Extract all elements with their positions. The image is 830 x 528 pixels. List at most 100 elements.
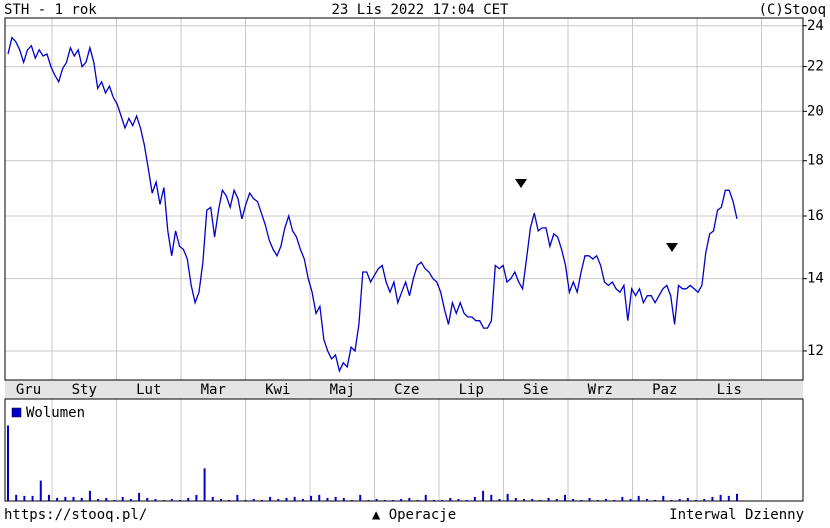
footer-operations: ▲ Operacje [372, 507, 456, 523]
price-frame [4, 17, 804, 381]
volume-bar [277, 498, 280, 501]
volume-bar [703, 498, 706, 501]
volume-bar [711, 496, 714, 501]
volume-bar [490, 494, 493, 501]
volume-bar [457, 498, 460, 501]
volume-bar [662, 495, 665, 501]
volume-bar [719, 494, 722, 501]
footer-url[interactable]: https://stooq.pl/ [4, 507, 147, 523]
volume-bar [367, 499, 370, 501]
volume-bar [97, 498, 100, 501]
volume-bar [695, 499, 698, 501]
volume-bar [654, 499, 657, 501]
y-tick-label: 12 [807, 343, 824, 359]
volume-bar [604, 498, 607, 501]
volume-bar [523, 498, 526, 501]
volume-bar [391, 499, 394, 501]
price-line [7, 36, 738, 373]
volume-bar [351, 499, 354, 501]
volume-bar [645, 498, 648, 501]
volume-bar [555, 498, 558, 501]
volume-bar [531, 498, 534, 501]
volume-bar [572, 498, 575, 501]
volume-bar [203, 468, 206, 501]
volume-bar [539, 499, 542, 501]
volume-bar [580, 499, 583, 501]
y-tick-label: 24 [807, 18, 824, 34]
volume-bar [727, 495, 730, 501]
volume-bar [686, 497, 689, 501]
volume-bar [318, 494, 321, 501]
volume-bar [310, 495, 313, 501]
operation-marker [515, 179, 527, 188]
volume-bar [146, 497, 149, 501]
volume-bar [383, 499, 386, 501]
volume-bar [596, 499, 599, 501]
x-tick-label: Cze [394, 382, 419, 398]
volume-bar [179, 499, 182, 501]
x-tick-label: Sty [72, 382, 97, 398]
volume-bar [252, 498, 255, 501]
volume-frame [4, 398, 804, 502]
volume-bar [260, 499, 263, 501]
volume-bar [31, 495, 34, 501]
volume-bar [195, 494, 198, 501]
volume-bar [154, 498, 157, 501]
y-tick-label: 16 [807, 208, 824, 224]
volume-bar [187, 497, 190, 501]
volume-bar [170, 498, 173, 501]
volume-bar [162, 499, 165, 501]
volume-bar [228, 499, 231, 501]
volume-bar [236, 494, 239, 501]
volume-bar [629, 498, 632, 501]
volume-bar [244, 499, 247, 501]
chart-title: STH - 1 rok [4, 2, 97, 18]
grid-layer [5, 18, 803, 501]
volume-bar [449, 497, 452, 501]
x-tick-label: Lut [136, 382, 161, 398]
month-strip [5, 380, 803, 399]
x-tick-label: Paz [652, 382, 677, 398]
x-tick-label: Kwi [265, 382, 290, 398]
volume-bar [498, 498, 501, 501]
volume-bar [342, 497, 345, 501]
x-tick-label: Maj [330, 382, 355, 398]
volume-bar [47, 494, 50, 501]
volume-bar [80, 497, 83, 501]
volume-bar [15, 494, 18, 501]
volume-bar [588, 497, 591, 501]
volume-bar [416, 499, 419, 501]
operation-marker [666, 243, 678, 252]
volume-bar [465, 499, 468, 501]
volume-bar [269, 496, 272, 501]
volume-bar [482, 490, 485, 501]
volume-bar [432, 499, 435, 501]
volume-bar [211, 496, 214, 501]
x-tick-label: Lis [717, 382, 742, 398]
volume-bar [121, 496, 124, 501]
legend-label: Wolumen [26, 405, 85, 421]
x-tick-label: Gru [16, 382, 41, 398]
volume-bar [64, 496, 67, 501]
footer-interval: Interwal Dzienny [669, 507, 804, 523]
volume-bar [441, 499, 444, 501]
volume-bar [473, 496, 476, 501]
chart-source: (C)Stooq [759, 2, 826, 18]
volume-bar [621, 496, 624, 501]
volume-bar [514, 497, 517, 501]
volume-bar [359, 494, 362, 501]
volume-bar [670, 499, 673, 501]
volume-bar [613, 499, 616, 501]
legend-swatch [11, 407, 22, 418]
x-tick-label: Mar [201, 382, 226, 398]
volume-bar [547, 497, 550, 501]
volume-bar [301, 498, 304, 501]
volume-bar [219, 498, 222, 501]
volume-bar [334, 496, 337, 501]
volume-bar [88, 490, 91, 501]
volume-bar [7, 425, 9, 501]
volume-bar [736, 493, 738, 501]
y-tick-label: 18 [807, 153, 824, 169]
